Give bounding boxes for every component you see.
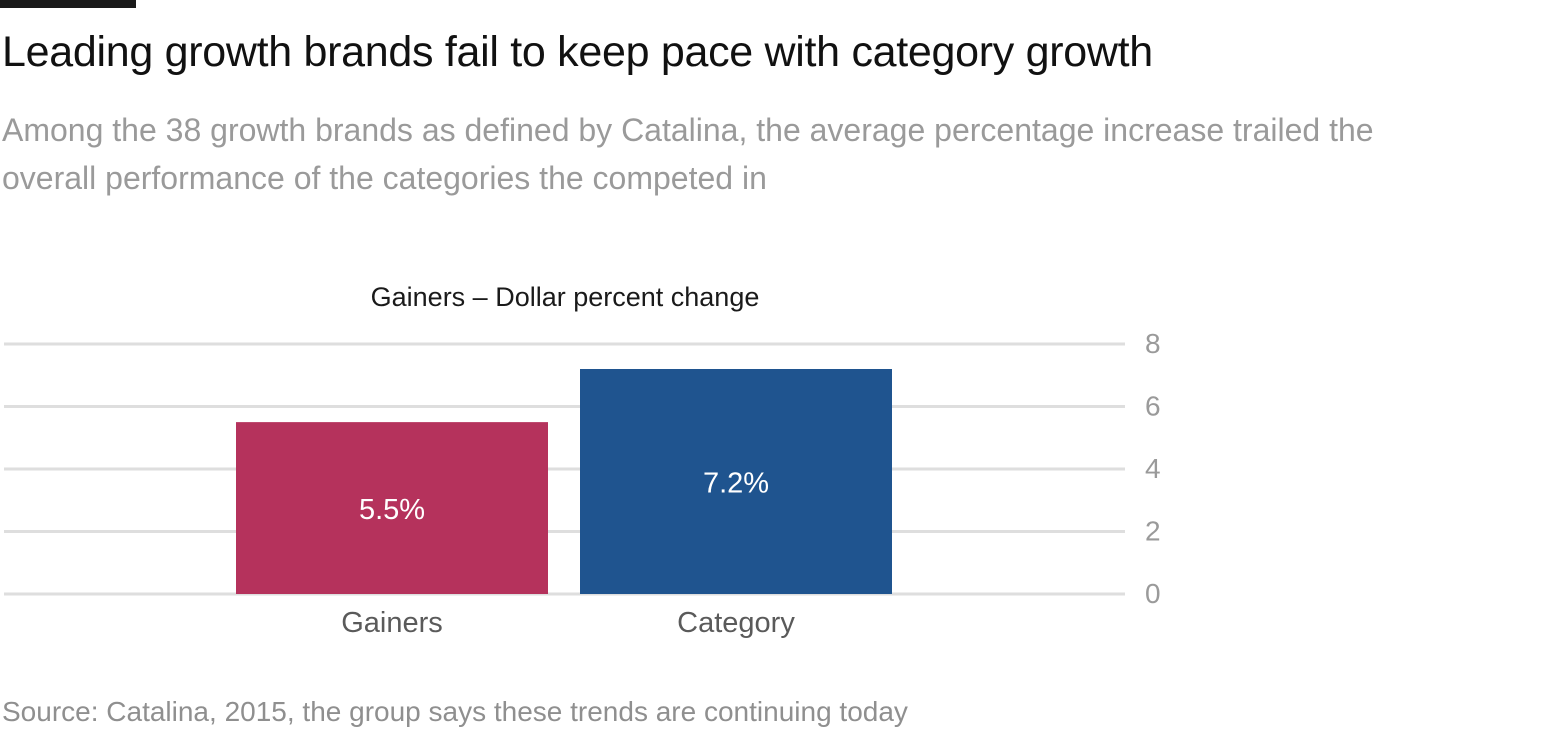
y-tick-label: 2: [1145, 516, 1161, 547]
bars: [236, 369, 892, 594]
gridlines: [4, 342, 1125, 596]
y-tick-label: 4: [1145, 453, 1161, 484]
chart-title: Leading growth brands fail to keep pace …: [2, 28, 1153, 76]
source-note: Source: Catalina, 2015, the group says t…: [2, 696, 908, 727]
bar-value-label: 5.5%: [359, 494, 425, 526]
header-accent-bar: [0, 0, 136, 8]
x-category-labels: Gainers Category: [341, 607, 795, 639]
x-category-label: Gainers: [341, 607, 443, 639]
chart-inner-title: Gainers – Dollar percent change: [371, 282, 760, 312]
chart-subtitle: Among the 38 growth brands as defined by…: [2, 112, 1374, 196]
bar-chart: Gainers – Dollar percent change 0 2 4 6 8 5.…: [4, 282, 1161, 639]
y-tick-label: 8: [1145, 328, 1161, 359]
bar-value-labels: 5.5% 7.2%: [359, 468, 769, 527]
y-tick-labels: 0 2 4 6 8: [1145, 328, 1161, 609]
y-tick-label: 0: [1145, 578, 1161, 609]
bar-value-label: 7.2%: [703, 468, 769, 500]
bar-gainers: [236, 422, 548, 594]
y-tick-label: 6: [1145, 391, 1161, 422]
bar-category: [580, 369, 892, 594]
x-category-label: Category: [677, 607, 795, 639]
